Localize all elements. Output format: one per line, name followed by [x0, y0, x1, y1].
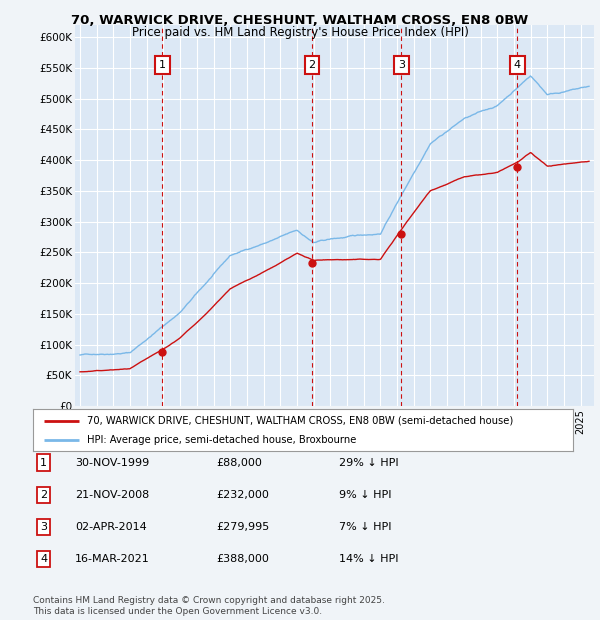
Text: Price paid vs. HM Land Registry's House Price Index (HPI): Price paid vs. HM Land Registry's House …: [131, 26, 469, 39]
Text: 70, WARWICK DRIVE, CHESHUNT, WALTHAM CROSS, EN8 0BW (semi-detached house): 70, WARWICK DRIVE, CHESHUNT, WALTHAM CRO…: [87, 415, 513, 425]
Text: £279,995: £279,995: [216, 522, 269, 532]
Text: 16-MAR-2021: 16-MAR-2021: [75, 554, 150, 564]
Text: £232,000: £232,000: [216, 490, 269, 500]
Text: £88,000: £88,000: [216, 458, 262, 467]
Text: 3: 3: [40, 522, 47, 532]
Text: 14% ↓ HPI: 14% ↓ HPI: [339, 554, 398, 564]
Text: 02-APR-2014: 02-APR-2014: [75, 522, 147, 532]
Text: 4: 4: [40, 554, 47, 564]
Text: 3: 3: [398, 60, 405, 70]
Text: 2: 2: [40, 490, 47, 500]
Text: £388,000: £388,000: [216, 554, 269, 564]
Text: HPI: Average price, semi-detached house, Broxbourne: HPI: Average price, semi-detached house,…: [87, 435, 356, 445]
Text: 1: 1: [158, 60, 166, 70]
Text: 7% ↓ HPI: 7% ↓ HPI: [339, 522, 391, 532]
Text: 1: 1: [40, 458, 47, 467]
Text: 70, WARWICK DRIVE, CHESHUNT, WALTHAM CROSS, EN8 0BW: 70, WARWICK DRIVE, CHESHUNT, WALTHAM CRO…: [71, 14, 529, 27]
Text: 30-NOV-1999: 30-NOV-1999: [75, 458, 149, 467]
Text: 4: 4: [514, 60, 521, 70]
Text: 9% ↓ HPI: 9% ↓ HPI: [339, 490, 391, 500]
Text: Contains HM Land Registry data © Crown copyright and database right 2025.
This d: Contains HM Land Registry data © Crown c…: [33, 596, 385, 616]
Text: 2: 2: [308, 60, 316, 70]
Text: 29% ↓ HPI: 29% ↓ HPI: [339, 458, 398, 467]
Text: 21-NOV-2008: 21-NOV-2008: [75, 490, 149, 500]
